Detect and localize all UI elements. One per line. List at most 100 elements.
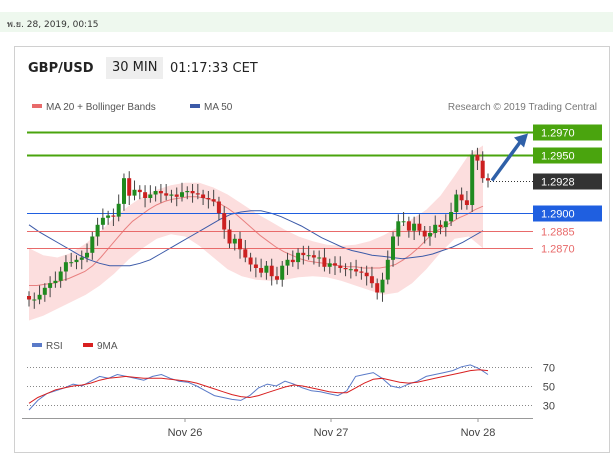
candle-body-33	[201, 194, 206, 198]
date-bar: พ.ย. 28, 2019, 00:15	[0, 12, 613, 32]
candle-body-0	[27, 296, 31, 300]
candle-body-42	[248, 257, 253, 265]
ma20-legend-swatch	[32, 104, 42, 108]
candle-body-5	[53, 280, 58, 284]
forecast-arrow-head	[514, 133, 528, 148]
candle-body-51	[296, 252, 301, 263]
rsi-ma-legend-swatch	[83, 343, 93, 347]
candle-body-39	[232, 238, 237, 244]
bollinger-band	[29, 145, 483, 321]
candle-body-82	[459, 194, 464, 201]
level-label-4: 1.2900	[541, 209, 575, 221]
rsi-tick-label: 30	[543, 401, 555, 413]
candle-body-76	[428, 233, 432, 237]
candle-body-36	[216, 201, 221, 214]
candle-body-75	[422, 230, 427, 237]
candle-body-87	[486, 178, 490, 181]
candle-body-21	[137, 189, 142, 193]
candle-body-62	[354, 269, 359, 272]
ma50-line	[28, 210, 484, 267]
candle-body-80	[449, 212, 454, 222]
ma50-legend-label: MA 50	[204, 102, 233, 113]
candle-body-67	[380, 279, 385, 293]
candle-body-72	[406, 221, 411, 231]
candle-body-64	[364, 272, 369, 277]
candle-body-24	[153, 191, 158, 195]
candle-body-4	[48, 283, 53, 288]
candle-body-81	[454, 194, 459, 212]
candle-body-18	[122, 178, 126, 204]
candle-body-44	[259, 268, 264, 273]
candle-body-11	[85, 252, 89, 258]
candle-body-16	[111, 215, 116, 217]
candle-body-15	[106, 215, 111, 218]
candle-body-59	[338, 265, 343, 268]
ma50-legend-swatch	[190, 104, 200, 108]
candle-body-20	[132, 189, 137, 196]
candle-body-73	[412, 223, 417, 231]
candle-body-8	[69, 262, 74, 264]
time-label: 01:17:33 CET	[170, 61, 258, 76]
level-label-2: 1.2950	[541, 151, 575, 163]
level-label-bg-4	[533, 205, 602, 222]
candle-body-40	[238, 238, 242, 250]
candle-body-78	[438, 224, 443, 228]
candle-body-1	[32, 299, 37, 301]
candle-body-10	[79, 257, 84, 260]
candle-body-28	[174, 194, 179, 197]
candle-body-85	[475, 154, 480, 161]
candle-body-55	[317, 257, 322, 259]
timeframe-badge[interactable]: 30 MIN	[106, 57, 164, 79]
date-label: พ.ย. 28, 2019, 00:15	[7, 20, 99, 30]
candle-body-63	[359, 271, 364, 273]
candle-body-86	[480, 160, 485, 179]
candle-body-19	[127, 178, 132, 196]
ma20-legend-label: MA 20 + Bollinger Bands	[46, 102, 156, 113]
candle-body-29	[180, 192, 184, 197]
rsi-ma-legend-label: 9MA	[97, 341, 118, 352]
level-label-bg-2	[533, 147, 602, 164]
candle-body-12	[90, 236, 95, 253]
candle-body-74	[417, 223, 422, 231]
candle-body-48	[280, 265, 285, 280]
rsi-tick-label: 50	[543, 382, 555, 394]
candle-body-56	[322, 257, 327, 267]
forecast-arrow-shaft	[490, 138, 524, 182]
chart-header: GBP/USD 30 MIN 01:17:33 CET	[14, 46, 610, 86]
candle-body-27	[169, 194, 174, 196]
candle-body-52	[301, 252, 306, 256]
candle-body-47	[275, 276, 279, 280]
candle-body-37	[222, 213, 227, 230]
candle-body-31	[190, 191, 195, 194]
candle-body-13	[95, 224, 100, 237]
credit-label: Research © 2019 Trading Central	[448, 102, 597, 113]
candle-body-43	[253, 264, 258, 268]
candle-body-2	[37, 294, 42, 300]
candle-body-65	[369, 276, 374, 284]
candle-body-68	[385, 259, 390, 280]
level-label-bg-3	[533, 173, 602, 190]
candle-body-77	[433, 224, 438, 233]
candle-body-49	[285, 259, 290, 266]
candle-body-9	[74, 259, 79, 263]
rsi-line	[28, 364, 489, 411]
candle-body-17	[116, 203, 121, 217]
candle-body-34	[206, 198, 211, 200]
x-tick-label: Nov 27	[314, 427, 349, 439]
rsi-tick-label: 70	[543, 363, 555, 375]
candle-body-46	[269, 265, 274, 277]
level-label-1: 1.2970	[541, 128, 575, 140]
candle-body-60	[343, 268, 348, 270]
candle-body-26	[164, 193, 169, 196]
candle-body-35	[211, 199, 216, 202]
candle-body-14	[100, 217, 105, 225]
candle-body-84	[470, 154, 475, 205]
candle-body-58	[333, 263, 337, 266]
level-label-bg-1	[533, 124, 602, 141]
level-label-5: 1.2885	[541, 227, 575, 239]
candle-body-61	[348, 269, 353, 271]
level-label-6: 1.2870	[541, 244, 575, 256]
level-label-3: 1.2928	[541, 177, 575, 189]
candle-body-7	[63, 262, 68, 272]
candle-body-30	[185, 191, 190, 193]
